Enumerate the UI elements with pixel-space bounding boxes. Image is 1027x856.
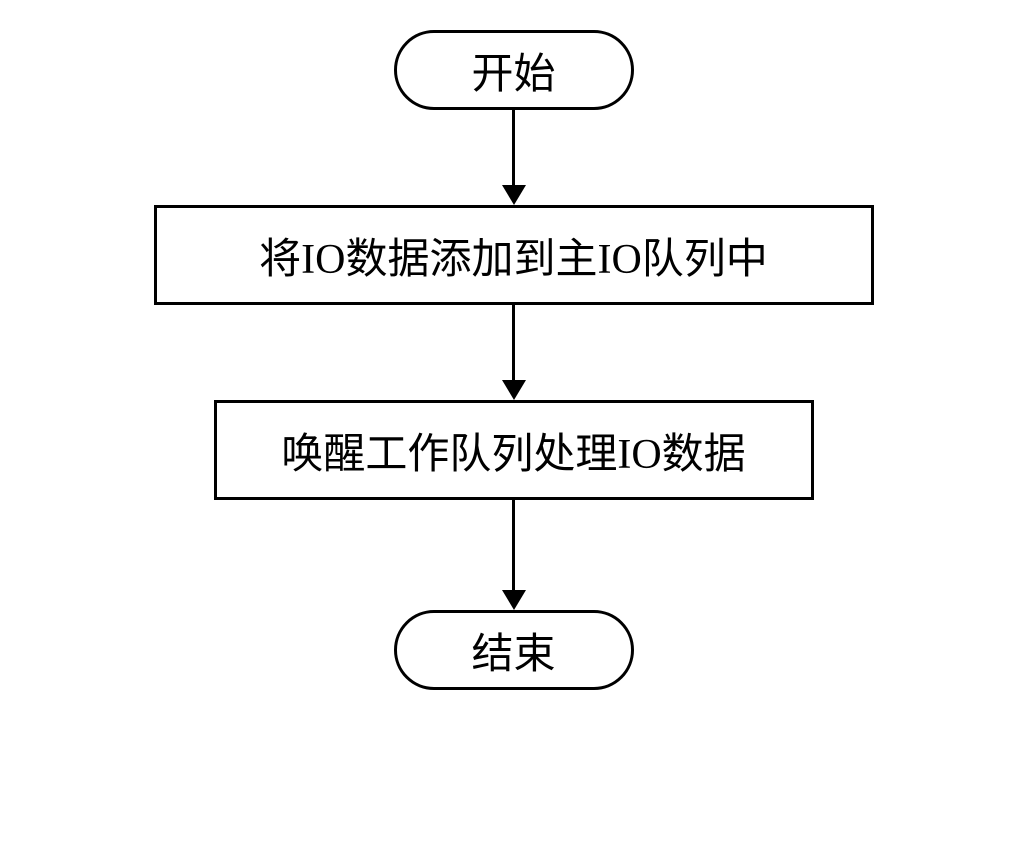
arrow-line [512, 305, 515, 380]
process-node-1: 将IO数据添加到主IO队列中 [154, 205, 874, 305]
arrow-line [512, 110, 515, 185]
arrow-2 [502, 305, 526, 400]
process-node-2: 唤醒工作队列处理IO数据 [214, 400, 814, 500]
arrow-head-icon [502, 185, 526, 205]
arrow-line [512, 500, 515, 590]
end-node: 结束 [394, 610, 634, 690]
flowchart-container: 开始 将IO数据添加到主IO队列中 唤醒工作队列处理IO数据 结束 [0, 0, 1027, 690]
arrow-3 [502, 500, 526, 610]
arrow-head-icon [502, 590, 526, 610]
start-label: 开始 [471, 40, 555, 101]
end-label: 结束 [471, 620, 555, 681]
start-node: 开始 [394, 30, 634, 110]
process-2-label: 唤醒工作队列处理IO数据 [281, 420, 745, 481]
arrow-1 [502, 110, 526, 205]
process-1-label: 将IO数据添加到主IO队列中 [259, 225, 768, 286]
arrow-head-icon [502, 380, 526, 400]
